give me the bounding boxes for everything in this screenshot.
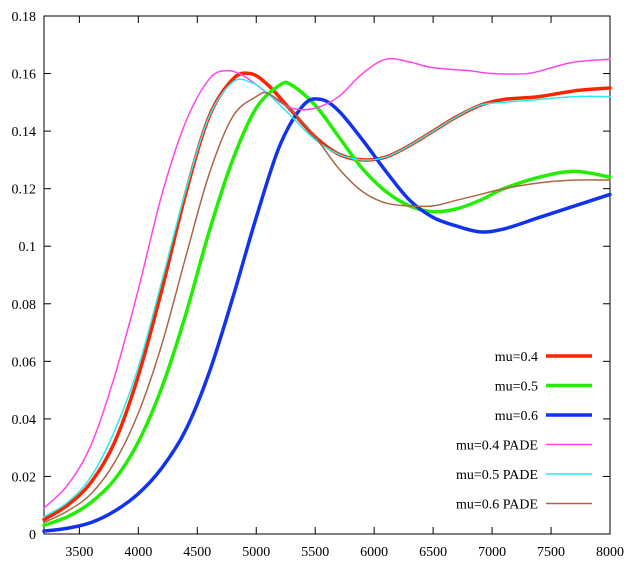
x-tick-label: 8000 (596, 545, 624, 560)
x-axis: 3500 4000 4500 5000 5500 6000 6500 7000 7500 8000 (65, 16, 624, 560)
legend-label: mu=0.5 (495, 380, 538, 395)
legend-label: mu=0.6 (495, 409, 538, 424)
y-tick-label: 0 (29, 528, 36, 543)
x-tick-label: 5000 (242, 545, 270, 560)
plot-frame (43, 15, 611, 535)
y-tick-label: 0.06 (12, 355, 37, 370)
y-axis: 0 0.02 0.04 0.06 0.08 0.1 0.12 0.14 0.16 0.18 (12, 10, 610, 543)
x-tick-label: 4000 (124, 545, 152, 560)
legend: mu=0.4 mu=0.5 mu=0.6 mu=0.4 PADE mu=0.5 PADE… (456, 350, 592, 513)
y-tick-label: 0.18 (12, 10, 37, 25)
x-tick-label: 4500 (183, 545, 211, 560)
y-tick-label: 0.12 (12, 183, 37, 198)
y-tick-label: 0.04 (12, 413, 37, 428)
y-tick-label: 0.02 (12, 470, 37, 485)
x-tick-label: 7000 (478, 545, 506, 560)
y-tick-label: 0.14 (12, 125, 37, 140)
series-layer (42, 57, 612, 533)
series-line-5 (43, 78, 611, 518)
series-line-3 (42, 97, 612, 533)
x-tick-label: 6500 (419, 545, 447, 560)
y-tick-label: 0.16 (12, 68, 37, 83)
x-tick-label: 3500 (65, 545, 93, 560)
y-tick-label: 0.1 (19, 240, 37, 255)
legend-label: mu=0.4 (495, 350, 538, 365)
x-tick-label: 5500 (301, 545, 329, 560)
series-line-2 (42, 80, 612, 528)
legend-label: mu=0.6 PADE (456, 498, 538, 513)
legend-label: mu=0.4 PADE (456, 439, 538, 454)
legend-label: mu=0.5 PADE (456, 468, 538, 483)
series-line-6 (43, 91, 611, 524)
x-tick-label: 6000 (360, 545, 388, 560)
x-tick-label: 7500 (537, 545, 565, 560)
series-line-4 (43, 57, 611, 509)
y-tick-label: 0.08 (12, 298, 37, 313)
